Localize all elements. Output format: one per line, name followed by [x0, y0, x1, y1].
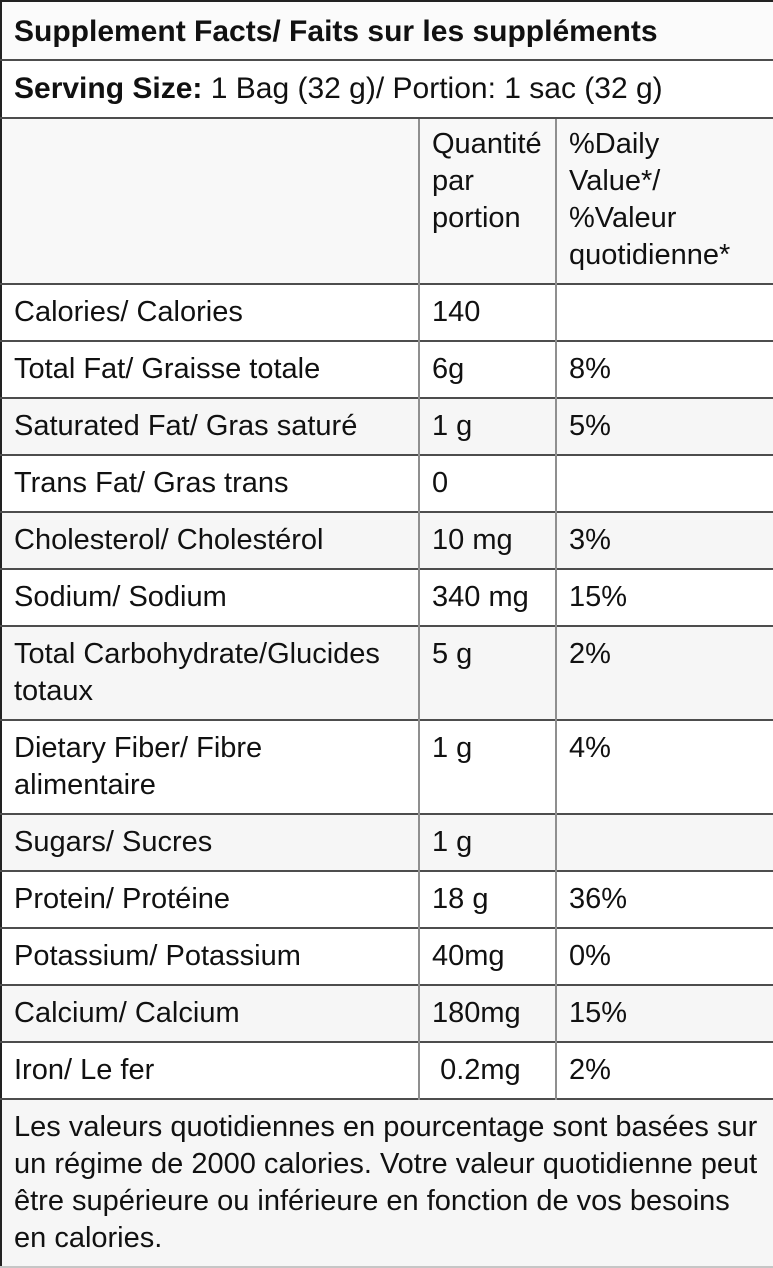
table-row: Potassium/ Potassium 40mg 0%: [1, 927, 773, 985]
nutrient-daily-value: 4%: [554, 719, 773, 814]
nutrient-daily-value: [554, 283, 773, 341]
table-row: Total Carbohydrate/Glucides totaux 5 g 2…: [1, 625, 773, 720]
nutrient-daily-value: 3%: [554, 511, 773, 569]
nutrient-name: Sugars/ Sucres: [1, 813, 419, 871]
nutrient-daily-value: 15%: [554, 568, 773, 626]
table-row: Protein/ Protéine 18 g 36%: [1, 870, 773, 928]
table-row: Calcium/ Calcium 180mg 15%: [1, 984, 773, 1042]
daily-value-column-header: %Daily Value*/ %Valeur quotidienne*: [554, 117, 773, 284]
nutrient-daily-value: 0%: [554, 927, 773, 985]
nutrient-amount: 10 mg: [418, 511, 556, 569]
nutrient-daily-value: [554, 813, 773, 871]
nutrient-name: Sodium/ Sodium: [1, 568, 419, 626]
nutrient-column-header: [1, 117, 419, 284]
nutrient-name: Calcium/ Calcium: [1, 984, 419, 1042]
nutrient-daily-value: 36%: [554, 870, 773, 928]
nutrient-amount: 40mg: [418, 927, 556, 985]
nutrient-amount: 180mg: [418, 984, 556, 1042]
nutrient-amount: 340 mg: [418, 568, 556, 626]
table-row: Sodium/ Sodium 340 mg 15%: [1, 568, 773, 626]
table-row: Trans Fat/ Gras trans 0: [1, 454, 773, 512]
nutrient-name: Cholesterol/ Cholestérol: [1, 511, 419, 569]
nutrient-name: Iron/ Le fer: [1, 1041, 419, 1099]
nutrient-daily-value: 8%: [554, 340, 773, 398]
nutrient-amount: 18 g: [418, 870, 556, 928]
nutrient-amount: 1 g: [418, 397, 556, 455]
nutrient-daily-value: 2%: [554, 625, 773, 720]
table-row: Dietary Fiber/ Fibre alimentaire 1 g 4%: [1, 719, 773, 814]
table-row: Total Fat/ Graisse totale 6g 8%: [1, 340, 773, 398]
serving-size-row: Serving Size: 1 Bag (32 g)/ Portion: 1 s…: [1, 59, 773, 118]
table-row: Cholesterol/ Cholestérol 10 mg 3%: [1, 511, 773, 569]
nutrient-name: Protein/ Protéine: [1, 870, 419, 928]
nutrient-daily-value: 15%: [554, 984, 773, 1042]
nutrient-daily-value: 5%: [554, 397, 773, 455]
table-row: Iron/ Le fer 0.2mg 2%: [1, 1041, 773, 1099]
table-row: Sugars/ Sucres 1 g: [1, 813, 773, 871]
amount-column-header: Quantité par portion: [418, 117, 556, 284]
nutrient-name: Trans Fat/ Gras trans: [1, 454, 419, 512]
serving-size-cell: Serving Size: 1 Bag (32 g)/ Portion: 1 s…: [1, 59, 773, 118]
table-row: Saturated Fat/ Gras saturé 1 g 5%: [1, 397, 773, 455]
nutrient-name: Potassium/ Potassium: [1, 927, 419, 985]
nutrient-daily-value: [554, 454, 773, 512]
nutrient-amount: 1 g: [418, 813, 556, 871]
nutrient-amount: 0.2mg: [418, 1041, 556, 1099]
nutrient-amount: 0: [418, 454, 556, 512]
daily-value-footnote: Les valeurs quotidiennes en pourcentage …: [1, 1098, 773, 1267]
nutrient-daily-value: 2%: [554, 1041, 773, 1099]
nutrient-name: Saturated Fat/ Gras saturé: [1, 397, 419, 455]
nutrient-amount: 1 g: [418, 719, 556, 814]
footnote-row: Les valeurs quotidiennes en pourcentage …: [1, 1098, 773, 1267]
nutrient-amount: 6g: [418, 340, 556, 398]
nutrient-name: Calories/ Calories: [1, 283, 419, 341]
nutrient-name: Total Carbohydrate/Glucides totaux: [1, 625, 419, 720]
label-title-row: Supplement Facts/ Faits sur les suppléme…: [1, 1, 773, 60]
nutrient-name: Dietary Fiber/ Fibre alimentaire: [1, 719, 419, 814]
table-row: Calories/ Calories 140: [1, 283, 773, 341]
nutrient-name: Total Fat/ Graisse totale: [1, 340, 419, 398]
nutrient-amount: 140: [418, 283, 556, 341]
nutrient-amount: 5 g: [418, 625, 556, 720]
serving-size-label: Serving Size:: [14, 72, 203, 105]
label-title: Supplement Facts/ Faits sur les suppléme…: [1, 1, 773, 60]
column-header-row: Quantité par portion %Daily Value*/ %Val…: [1, 117, 773, 284]
serving-size-value: 1 Bag (32 g)/ Portion: 1 sac (32 g): [202, 72, 663, 105]
